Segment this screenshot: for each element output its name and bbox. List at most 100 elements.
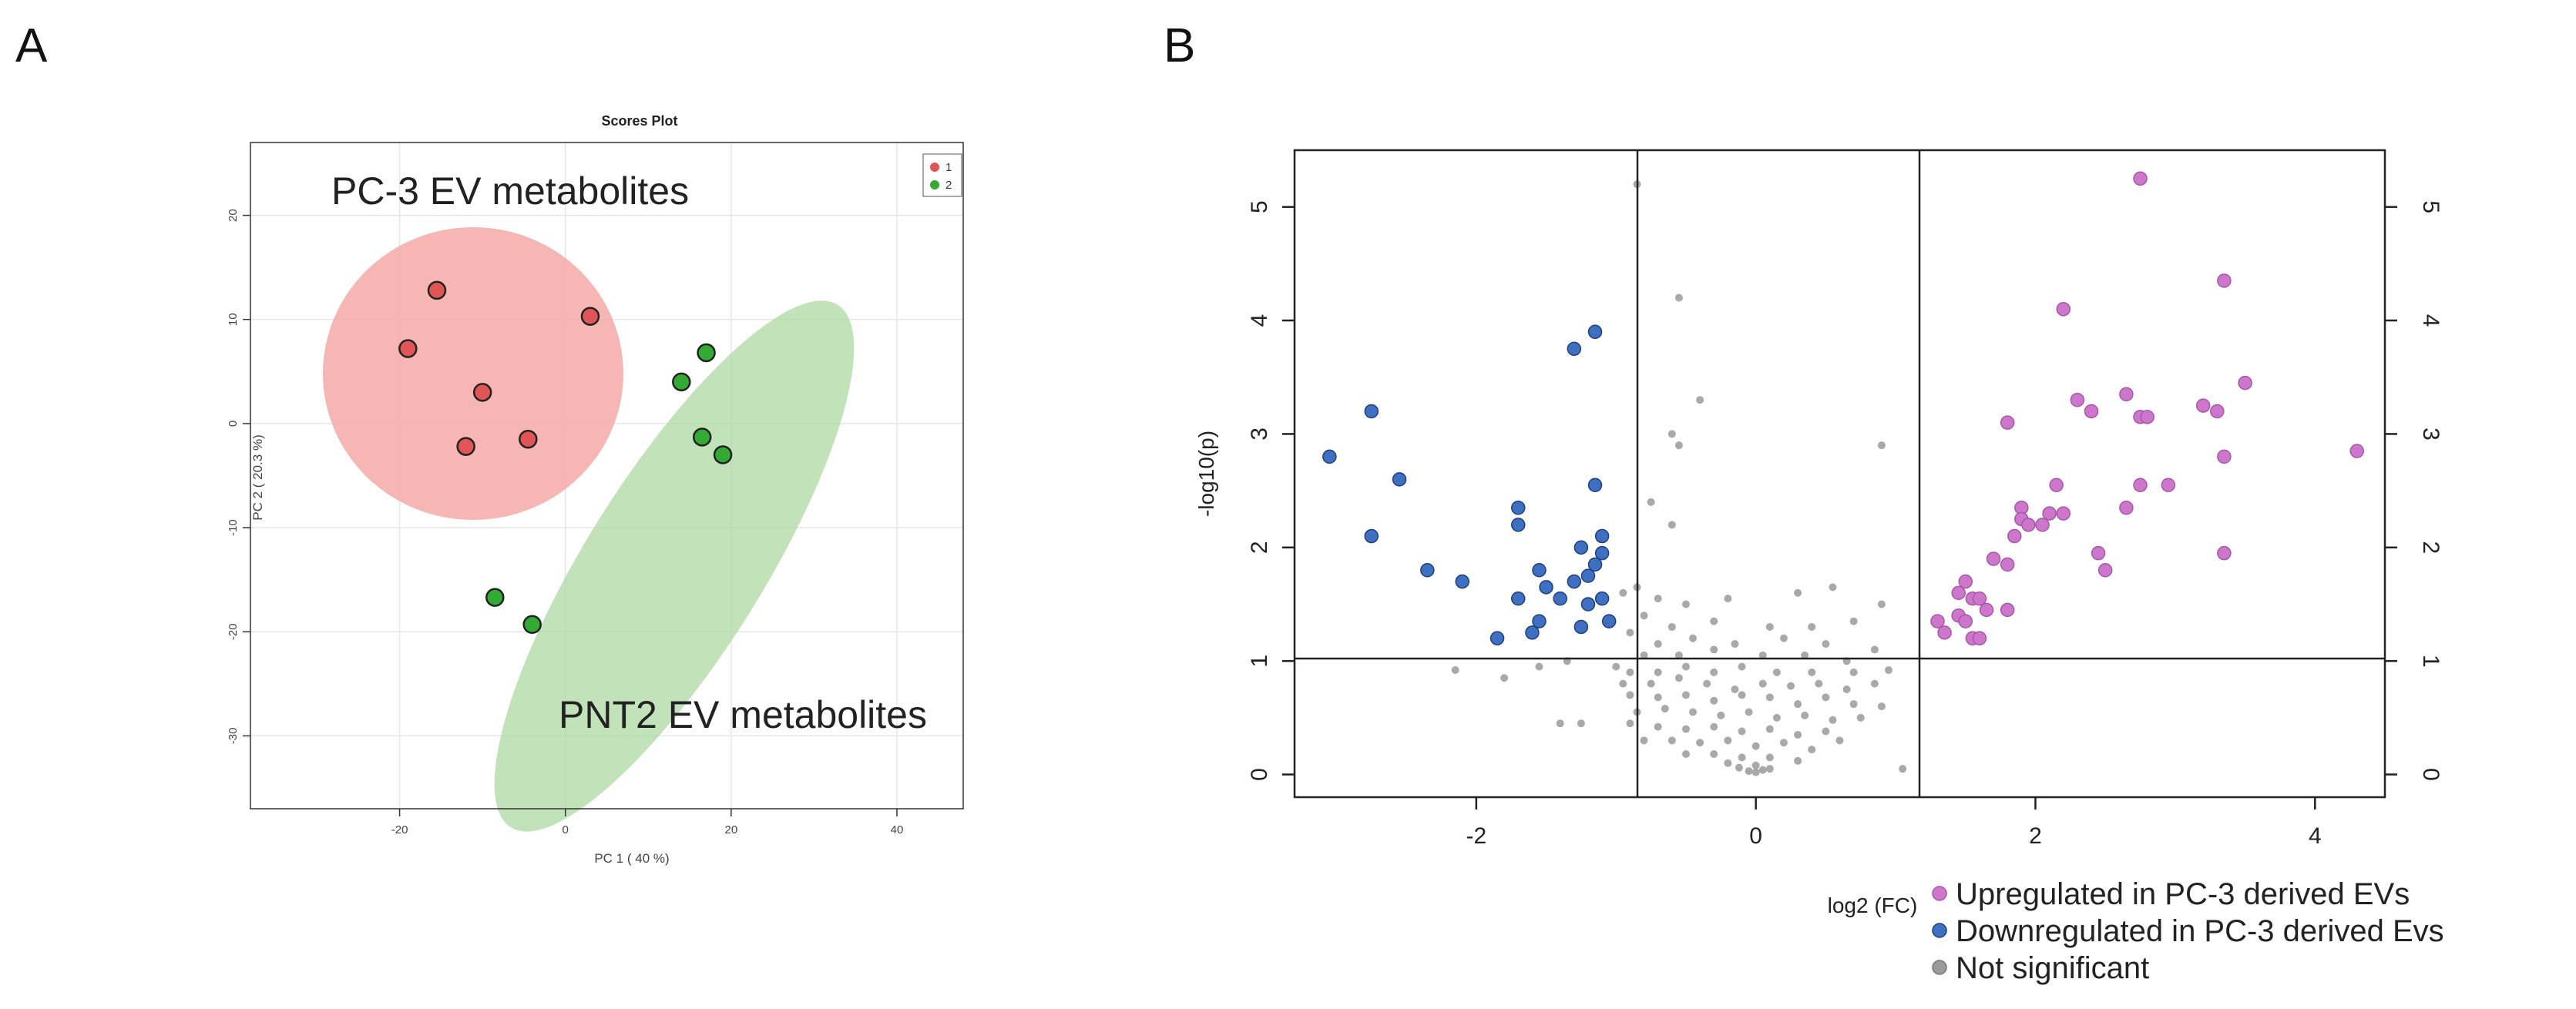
volcano-point-not-significant bbox=[1577, 719, 1585, 728]
volcano-point-not-significant bbox=[1849, 700, 1858, 709]
pca-point-group-2 bbox=[672, 372, 691, 392]
volcano-point-not-significant bbox=[1640, 736, 1648, 745]
volcano-point-not-significant bbox=[1674, 674, 1683, 682]
volcano-legend: Upregulated in PC-3 derived EVs Downregu… bbox=[1932, 877, 2444, 985]
volcano-point-not-significant bbox=[1556, 719, 1564, 728]
volcano-point-upregulated bbox=[1937, 625, 1952, 640]
volcano-point-not-significant bbox=[1668, 521, 1676, 529]
volcano-point-not-significant bbox=[1884, 665, 1893, 674]
pca-ellipse-group-1 bbox=[323, 227, 623, 520]
volcano-point-not-significant bbox=[1815, 679, 1823, 688]
volcano-point-downregulated bbox=[1573, 619, 1589, 635]
pca-x-tick-label: -20 bbox=[391, 823, 408, 836]
pca-legend-label-1: 1 bbox=[945, 161, 952, 174]
volcano-point-not-significant bbox=[1829, 583, 1837, 592]
volcano-point-not-significant bbox=[1674, 293, 1683, 302]
pca-point-group-1 bbox=[472, 383, 492, 402]
volcano-point-not-significant bbox=[1710, 750, 1718, 758]
volcano-point-not-significant bbox=[1710, 645, 1718, 654]
volcano-point-not-significant bbox=[1765, 622, 1774, 631]
volcano-y-tick-label-right: 5 bbox=[2418, 200, 2443, 213]
volcano-point-not-significant bbox=[1877, 702, 1886, 711]
volcano-point-upregulated bbox=[1972, 631, 1987, 645]
pca-confidence-ellipses bbox=[323, 227, 855, 832]
pca-point-group-2 bbox=[697, 343, 716, 363]
volcano-x-tick-label: 0 bbox=[1749, 823, 1762, 849]
pca-x-axis: -20 0 20 40 bbox=[391, 809, 903, 836]
volcano-point-not-significant bbox=[1681, 600, 1690, 608]
volcano-point-not-significant bbox=[1835, 736, 1844, 745]
volcano-y-tick-label-left: 4 bbox=[1247, 314, 1272, 327]
pca-ellipse-group-2 bbox=[494, 300, 855, 832]
volcano-point-not-significant bbox=[1668, 430, 1676, 438]
volcano-point-downregulated bbox=[1594, 528, 1610, 544]
volcano-point-not-significant bbox=[1765, 765, 1774, 773]
volcano-point-upregulated bbox=[2042, 506, 2057, 521]
volcano-x-axis: -2 0 2 4 bbox=[1466, 797, 2322, 849]
pca-point-group-1 bbox=[456, 437, 475, 456]
volcano-point-downregulated bbox=[1594, 591, 1610, 606]
volcano-point-not-significant bbox=[1710, 617, 1718, 625]
volcano-point-upregulated bbox=[1979, 602, 1994, 618]
pca-scores-plot: Scores Plot -20 0 20 40 -30 -20 -10 0 10 20 PC 1… bbox=[227, 113, 964, 866]
volcano-x-tick-label: 4 bbox=[2309, 823, 2322, 849]
volcano-point-not-significant bbox=[1751, 768, 1760, 776]
volcano-point-not-significant bbox=[1758, 679, 1767, 688]
volcano-point-not-significant bbox=[1674, 441, 1683, 450]
volcano-point-not-significant bbox=[1751, 761, 1760, 769]
volcano-point-upregulated bbox=[2119, 500, 2134, 515]
volcano-point-downregulated bbox=[1594, 545, 1610, 561]
volcano-point-not-significant bbox=[1626, 719, 1634, 728]
volcano-point-upregulated bbox=[2070, 392, 2085, 407]
volcano-point-upregulated bbox=[2210, 404, 2225, 419]
volcano-point-not-significant bbox=[1710, 696, 1718, 705]
volcano-point-downregulated bbox=[1532, 614, 1547, 629]
volcano-point-not-significant bbox=[1899, 765, 1907, 773]
volcano-point-downregulated bbox=[1364, 528, 1379, 544]
pca-y-tick-label: -10 bbox=[227, 519, 240, 536]
volcano-point-not-significant bbox=[1822, 640, 1830, 649]
pca-annotation-pc3: PC-3 EV metabolites bbox=[331, 169, 689, 213]
pca-legend-box bbox=[922, 153, 962, 197]
volcano-point-not-significant bbox=[1779, 634, 1788, 642]
volcano-point-upregulated bbox=[2349, 444, 2364, 458]
pca-point-group-2 bbox=[692, 427, 712, 447]
volcano-point-not-significant bbox=[1724, 759, 1732, 767]
pca-point-group-1 bbox=[519, 429, 538, 449]
volcano-point-downregulated bbox=[1364, 404, 1379, 419]
volcano-y-tick-label-right: 1 bbox=[2418, 655, 2443, 668]
pca-y-tick-label: 0 bbox=[227, 421, 240, 427]
volcano-point-upregulated bbox=[2238, 375, 2252, 391]
volcano-x-tick-label: -2 bbox=[1466, 823, 1486, 849]
pca-title: Scores Plot bbox=[601, 113, 677, 129]
volcano-point-upregulated bbox=[2000, 415, 2015, 430]
volcano-point-downregulated bbox=[1392, 472, 1407, 487]
volcano-point-upregulated bbox=[1972, 591, 1987, 606]
volcano-point-upregulated bbox=[2097, 563, 2113, 578]
volcano-point-not-significant bbox=[1794, 588, 1802, 597]
volcano-point-not-significant bbox=[1808, 746, 1816, 754]
volcano-point-not-significant bbox=[1787, 682, 1795, 690]
volcano-point-not-significant bbox=[1681, 662, 1690, 671]
volcano-point-not-significant bbox=[1772, 668, 1781, 676]
volcano-point-downregulated bbox=[1587, 478, 1603, 492]
volcano-point-not-significant bbox=[1689, 708, 1698, 716]
volcano-point-not-significant bbox=[1738, 662, 1746, 671]
volcano-point-upregulated bbox=[2007, 528, 2022, 544]
volcano-legend-marker-ns bbox=[1932, 960, 1947, 975]
volcano-point-upregulated bbox=[1951, 585, 1966, 600]
volcano-x-tick-label: 2 bbox=[2029, 823, 2042, 849]
volcano-point-not-significant bbox=[1681, 725, 1690, 733]
volcano-point-not-significant bbox=[1731, 686, 1739, 693]
pca-legend: 1 2 bbox=[922, 153, 962, 197]
volcano-point-downregulated bbox=[1580, 568, 1596, 583]
volcano-point-downregulated bbox=[1580, 597, 1596, 612]
volcano-point-not-significant bbox=[1801, 711, 1809, 719]
volcano-point-not-significant bbox=[1801, 651, 1809, 659]
pca-point-group-2 bbox=[522, 615, 542, 635]
volcano-point-not-significant bbox=[1626, 668, 1634, 676]
volcano-point-not-significant bbox=[1765, 753, 1774, 762]
volcano-point-not-significant bbox=[1696, 396, 1704, 404]
volcano-point-downregulated bbox=[1539, 580, 1553, 595]
